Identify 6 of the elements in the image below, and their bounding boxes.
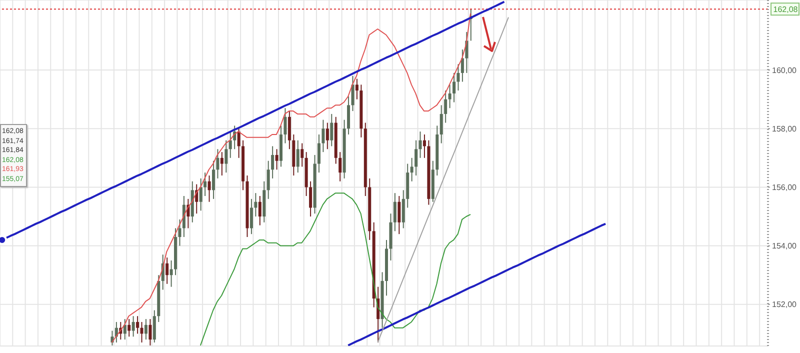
y-tick-label: 158,00 — [772, 124, 798, 134]
ref-line-label: 162,08 — [773, 5, 798, 14]
y-tick-label: 154,00 — [772, 242, 798, 251]
y-tick-label: 152,00 — [772, 300, 798, 310]
y-tick-label: 160,00 — [772, 66, 798, 75]
y-tick-label: 156,00 — [772, 183, 798, 192]
